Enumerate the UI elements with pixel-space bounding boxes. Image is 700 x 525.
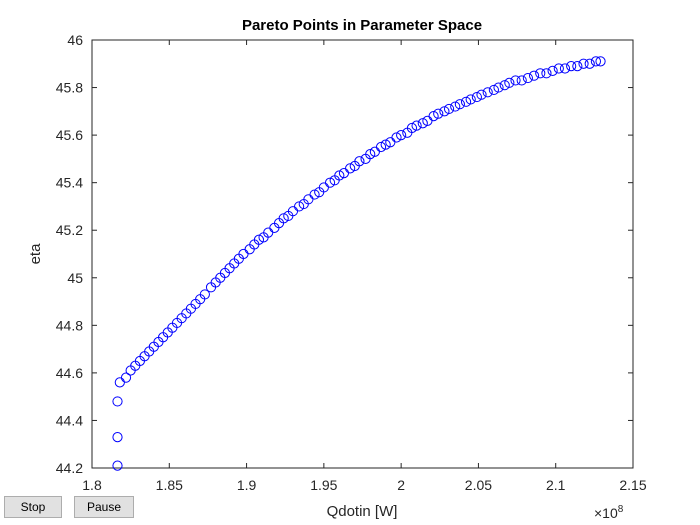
x-tick-label: 2	[397, 477, 405, 493]
pareto-point	[433, 108, 444, 119]
pareto-point	[590, 56, 602, 67]
pareto-point	[559, 63, 571, 74]
y-tick-label: 44.6	[56, 365, 83, 381]
x-tick-label: 2.15	[619, 477, 646, 493]
pareto-point	[278, 213, 289, 224]
pareto-point	[411, 120, 422, 131]
x-tick-label: 1.9	[237, 477, 257, 493]
x-axis: 1.8 1.85 1.9 1.95 2 2.05 2.1 2.15	[82, 40, 647, 493]
pareto-point	[572, 61, 583, 72]
pareto-point	[547, 65, 558, 77]
plot-area-frame	[91, 39, 634, 469]
y-tick-label: 46	[67, 32, 83, 48]
y-axis: 44.2 44.4 44.6 44.8 45 45.2 45.4 45.6 45.8 46	[56, 32, 633, 476]
stop-button[interactable]: Stop	[4, 496, 62, 518]
y-tick-label: 45	[67, 270, 83, 286]
pareto-point	[380, 139, 391, 150]
pareto-point	[443, 103, 455, 115]
pareto-point	[334, 170, 345, 181]
pareto-point	[471, 91, 482, 103]
pareto-point	[396, 130, 407, 141]
pareto-point	[578, 58, 589, 69]
pareto-point	[345, 163, 356, 174]
x-tick-label: 1.85	[156, 477, 183, 493]
pareto-point	[499, 80, 510, 91]
pareto-point	[354, 156, 365, 167]
pareto-point	[510, 75, 521, 86]
pareto-point	[541, 68, 552, 79]
pareto-point	[535, 68, 546, 79]
pareto-point	[488, 84, 499, 96]
y-tick-label: 44.8	[56, 317, 83, 333]
pareto-point	[417, 118, 428, 129]
pareto-point	[375, 141, 387, 153]
pareto-point	[504, 77, 515, 88]
pareto-point	[522, 72, 533, 84]
pareto-point	[566, 61, 577, 72]
y-tick-label: 45.4	[56, 175, 83, 191]
x-tick-label: 2.1	[546, 477, 566, 493]
x-exponent-power: 8	[618, 504, 624, 515]
y-tick-label: 44.2	[56, 460, 83, 476]
x-axis-label: Qdotin [W]	[327, 503, 398, 520]
pareto-point	[120, 372, 132, 383]
x-axis-exponent-label: ×108	[594, 504, 624, 521]
pareto-point	[406, 122, 418, 134]
pareto-point	[365, 149, 376, 160]
pareto-point	[528, 70, 540, 81]
x-tick-label: 1.95	[310, 477, 337, 493]
pareto-point	[465, 94, 476, 105]
chart-title: Pareto Points in Parameter Space	[242, 17, 482, 34]
pareto-point	[112, 460, 123, 471]
y-tick-label: 45.6	[56, 127, 83, 143]
x-exponent-base: ×10	[594, 505, 618, 521]
pareto-point	[454, 99, 465, 110]
pareto-point	[439, 106, 450, 117]
pareto-point	[294, 201, 305, 212]
y-tick-label: 45.2	[56, 222, 83, 238]
pareto-point	[450, 101, 461, 112]
pause-button[interactable]: Pause	[74, 496, 134, 518]
pareto-point	[112, 396, 123, 407]
pareto-point	[584, 58, 595, 69]
scatter-series	[112, 56, 606, 471]
pareto-point	[199, 289, 210, 300]
pareto-point	[493, 82, 504, 93]
pareto-point	[595, 56, 606, 67]
pareto-point	[324, 177, 336, 188]
pareto-point	[253, 234, 265, 245]
pareto-point	[309, 189, 320, 200]
pareto-point	[516, 75, 527, 86]
pareto-point	[460, 96, 472, 107]
y-tick-label: 45.8	[56, 80, 83, 96]
pareto-point	[391, 132, 402, 143]
pareto-point	[553, 63, 564, 74]
pareto-point	[482, 87, 493, 98]
x-tick-label: 2.05	[465, 477, 492, 493]
pareto-point	[428, 110, 439, 122]
pareto-point	[476, 89, 487, 100]
y-tick-label: 44.4	[56, 412, 83, 428]
pareto-point	[112, 431, 123, 443]
y-axis-label: eta	[27, 243, 44, 265]
x-tick-label: 1.8	[82, 477, 102, 493]
